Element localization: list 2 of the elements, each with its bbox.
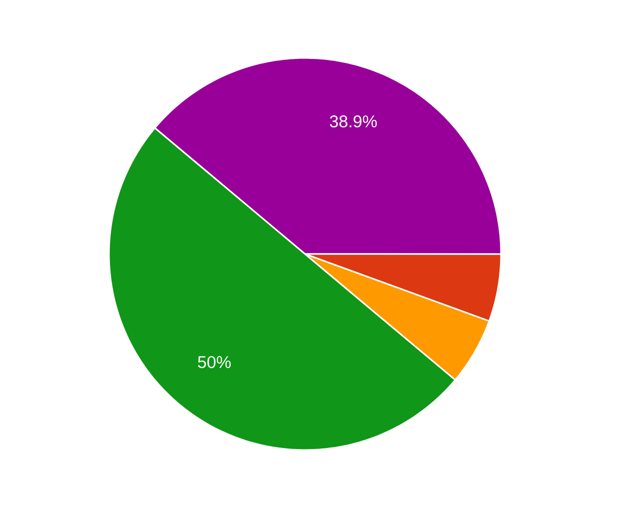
data-label: 50% <box>198 356 231 368</box>
data-label: 38.9% <box>330 115 377 128</box>
